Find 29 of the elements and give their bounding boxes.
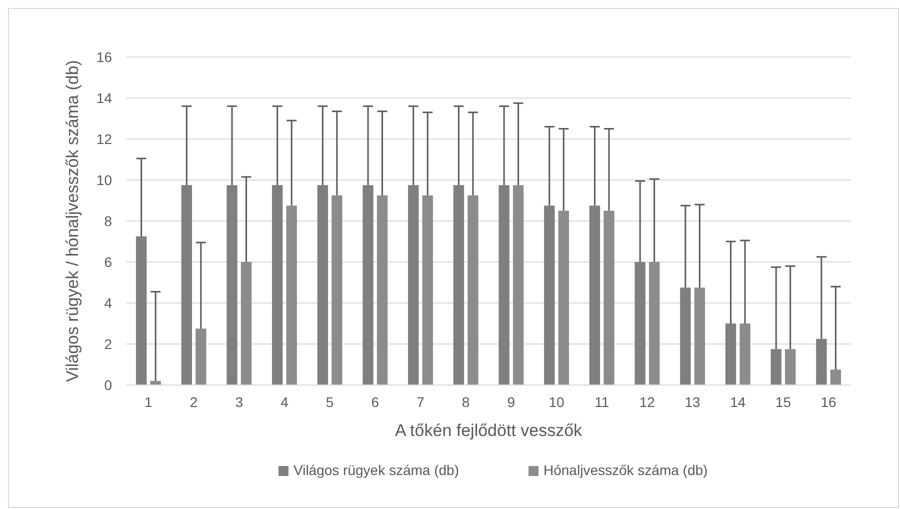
x-tick-label: 3 [235,394,244,410]
x-tick-label: 5 [326,394,334,410]
y-tick-label: 2 [104,336,112,352]
y-tick-label: 16 [96,48,112,65]
x-tick-label: 14 [730,394,746,410]
y-tick-label: 12 [96,130,112,147]
y-axis-title: Világos rügyek / hónaljvesszők száma (db) [63,60,82,382]
x-tick-label: 6 [371,394,380,410]
x-tick-label: 2 [190,394,198,410]
x-tick-label: 16 [820,394,837,410]
x-axis-title: A tőkén fejlődött vesszők [394,421,583,440]
x-tick-label: 10 [548,394,565,410]
y-tick-label: 8 [104,212,112,229]
x-tick-label: 9 [507,394,516,410]
x-tick-label: 8 [462,394,470,410]
x-tick-label: 12 [639,394,656,410]
x-tick-label: 11 [594,394,610,410]
x-tick-label: 1 [144,394,153,410]
y-tick-label: 6 [104,254,112,270]
y-tick-label: 0 [104,376,112,393]
y-tick-label: 4 [104,294,112,311]
x-tick-label: 15 [775,394,792,410]
y-tick-label: 14 [96,90,112,106]
y-tick-label: 10 [96,172,112,188]
legend-label: Világos rügyek száma (db) [294,462,459,478]
x-tick-label: 4 [280,394,289,410]
x-tick-label: 13 [684,394,701,410]
legend-label: Hónaljvesszők száma (db) [544,462,708,478]
x-tick-label: 7 [416,394,425,410]
